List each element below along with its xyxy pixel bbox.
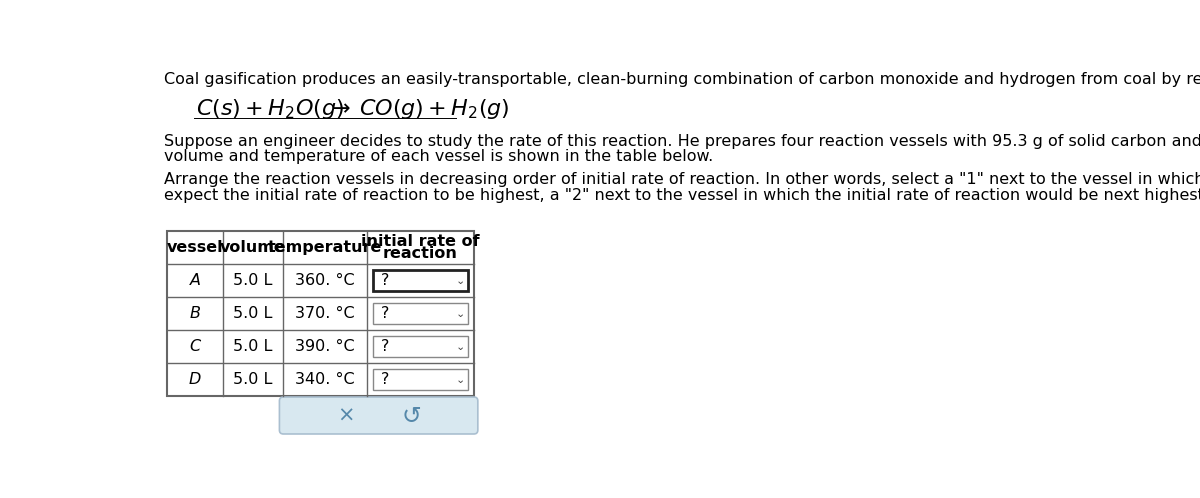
Text: A: A <box>190 273 200 288</box>
Text: D: D <box>188 372 202 387</box>
Text: Coal gasification produces an easily-transportable, clean-burning combination of: Coal gasification produces an easily-tra… <box>164 72 1200 87</box>
Text: ⌄: ⌄ <box>455 375 464 385</box>
Text: 5.0 L: 5.0 L <box>233 273 272 288</box>
Text: ×: × <box>337 405 355 425</box>
Text: ?: ? <box>380 273 389 288</box>
Text: 370. °C: 370. °C <box>295 306 355 321</box>
Text: vessel: vessel <box>167 240 223 255</box>
Text: ⌄: ⌄ <box>455 276 464 286</box>
Text: expect the initial rate of reaction to be highest, a "2" next to the vessel in w: expect the initial rate of reaction to b… <box>164 188 1200 203</box>
Text: reaction: reaction <box>383 246 458 261</box>
Text: Arrange the reaction vessels in decreasing order of initial rate of reaction. In: Arrange the reaction vessels in decreasi… <box>164 172 1200 187</box>
Text: $\rightarrow$: $\rightarrow$ <box>326 97 350 117</box>
Text: volume: volume <box>221 240 286 255</box>
FancyBboxPatch shape <box>280 397 478 434</box>
Text: ⌄: ⌄ <box>455 309 464 319</box>
Text: 5.0 L: 5.0 L <box>233 306 272 321</box>
Text: $C(s)+H_2O(g)$: $C(s)+H_2O(g)$ <box>197 97 344 121</box>
Text: B: B <box>190 306 200 321</box>
Text: C: C <box>190 339 200 354</box>
Text: ↺: ↺ <box>401 403 421 427</box>
Text: 5.0 L: 5.0 L <box>233 372 272 387</box>
Text: ?: ? <box>380 372 389 387</box>
Text: $CO(g)+H_2(g)$: $CO(g)+H_2(g)$ <box>359 97 510 121</box>
Text: temperature: temperature <box>268 240 383 255</box>
Bar <box>373 303 468 324</box>
Text: ?: ? <box>380 339 389 354</box>
Text: 360. °C: 360. °C <box>295 273 355 288</box>
Text: 340. °C: 340. °C <box>295 372 355 387</box>
Bar <box>373 336 468 357</box>
Text: 390. °C: 390. °C <box>295 339 355 354</box>
Text: ?: ? <box>380 306 389 321</box>
Text: volume and temperature of each vessel is shown in the table below.: volume and temperature of each vessel is… <box>164 149 713 164</box>
Bar <box>373 270 468 291</box>
Text: Suppose an engineer decides to study the rate of this reaction. He prepares four: Suppose an engineer decides to study the… <box>164 133 1200 149</box>
Text: ⌄: ⌄ <box>455 342 464 353</box>
Bar <box>373 370 468 390</box>
Text: 5.0 L: 5.0 L <box>233 339 272 354</box>
Bar <box>167 231 474 396</box>
Text: initial rate of: initial rate of <box>361 235 480 249</box>
